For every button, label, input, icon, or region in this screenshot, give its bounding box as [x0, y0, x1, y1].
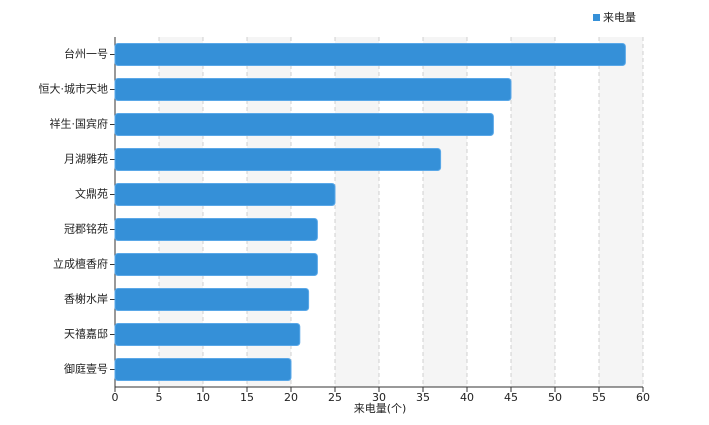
bar — [114, 218, 318, 241]
legend-label: 来电量 — [603, 11, 636, 24]
x-tick-label: 40 — [460, 391, 474, 404]
x-tick-label: 10 — [196, 391, 210, 404]
bar — [114, 323, 301, 346]
y-tick-label: 月湖雅苑 — [64, 152, 108, 166]
bar — [114, 148, 442, 171]
x-axis-label: 来电量(个) — [354, 402, 407, 415]
y-tick-label: 文鼎苑 — [75, 187, 108, 201]
x-tick-label: 50 — [548, 391, 562, 404]
y-tick-label: 台州一号 — [64, 47, 108, 61]
x-tick-label: 35 — [416, 391, 430, 404]
stripe — [511, 37, 555, 387]
stripe — [599, 37, 643, 387]
x-tick-label: 55 — [592, 391, 606, 404]
x-tick-label: 0 — [112, 391, 119, 404]
y-tick-label: 御庭壹号 — [64, 362, 108, 376]
x-tick-label: 30 — [372, 391, 386, 404]
x-tick-label: 45 — [504, 391, 518, 404]
y-tick-label: 冠郡铭苑 — [64, 222, 108, 236]
x-tick-label: 15 — [240, 391, 254, 404]
y-tick-label: 立成檀香府 — [53, 257, 108, 271]
y-tick-label: 祥生·国宾府 — [50, 117, 109, 131]
bar — [114, 78, 512, 101]
x-tick-label: 5 — [156, 391, 163, 404]
y-tick-label: 天禧嘉邸 — [64, 327, 108, 341]
bar — [114, 288, 310, 311]
y-tick-label: 香榭水岸 — [64, 292, 108, 306]
x-tick-label: 20 — [284, 391, 298, 404]
bar — [114, 183, 336, 206]
legend-swatch — [593, 14, 600, 21]
bar — [114, 43, 626, 66]
bar — [114, 358, 292, 381]
x-tick-label: 25 — [328, 391, 342, 404]
bar — [114, 113, 494, 136]
y-tick-label: 恒大·城市天地 — [39, 82, 109, 96]
bar — [114, 253, 318, 276]
x-tick-label: 60 — [636, 391, 650, 404]
